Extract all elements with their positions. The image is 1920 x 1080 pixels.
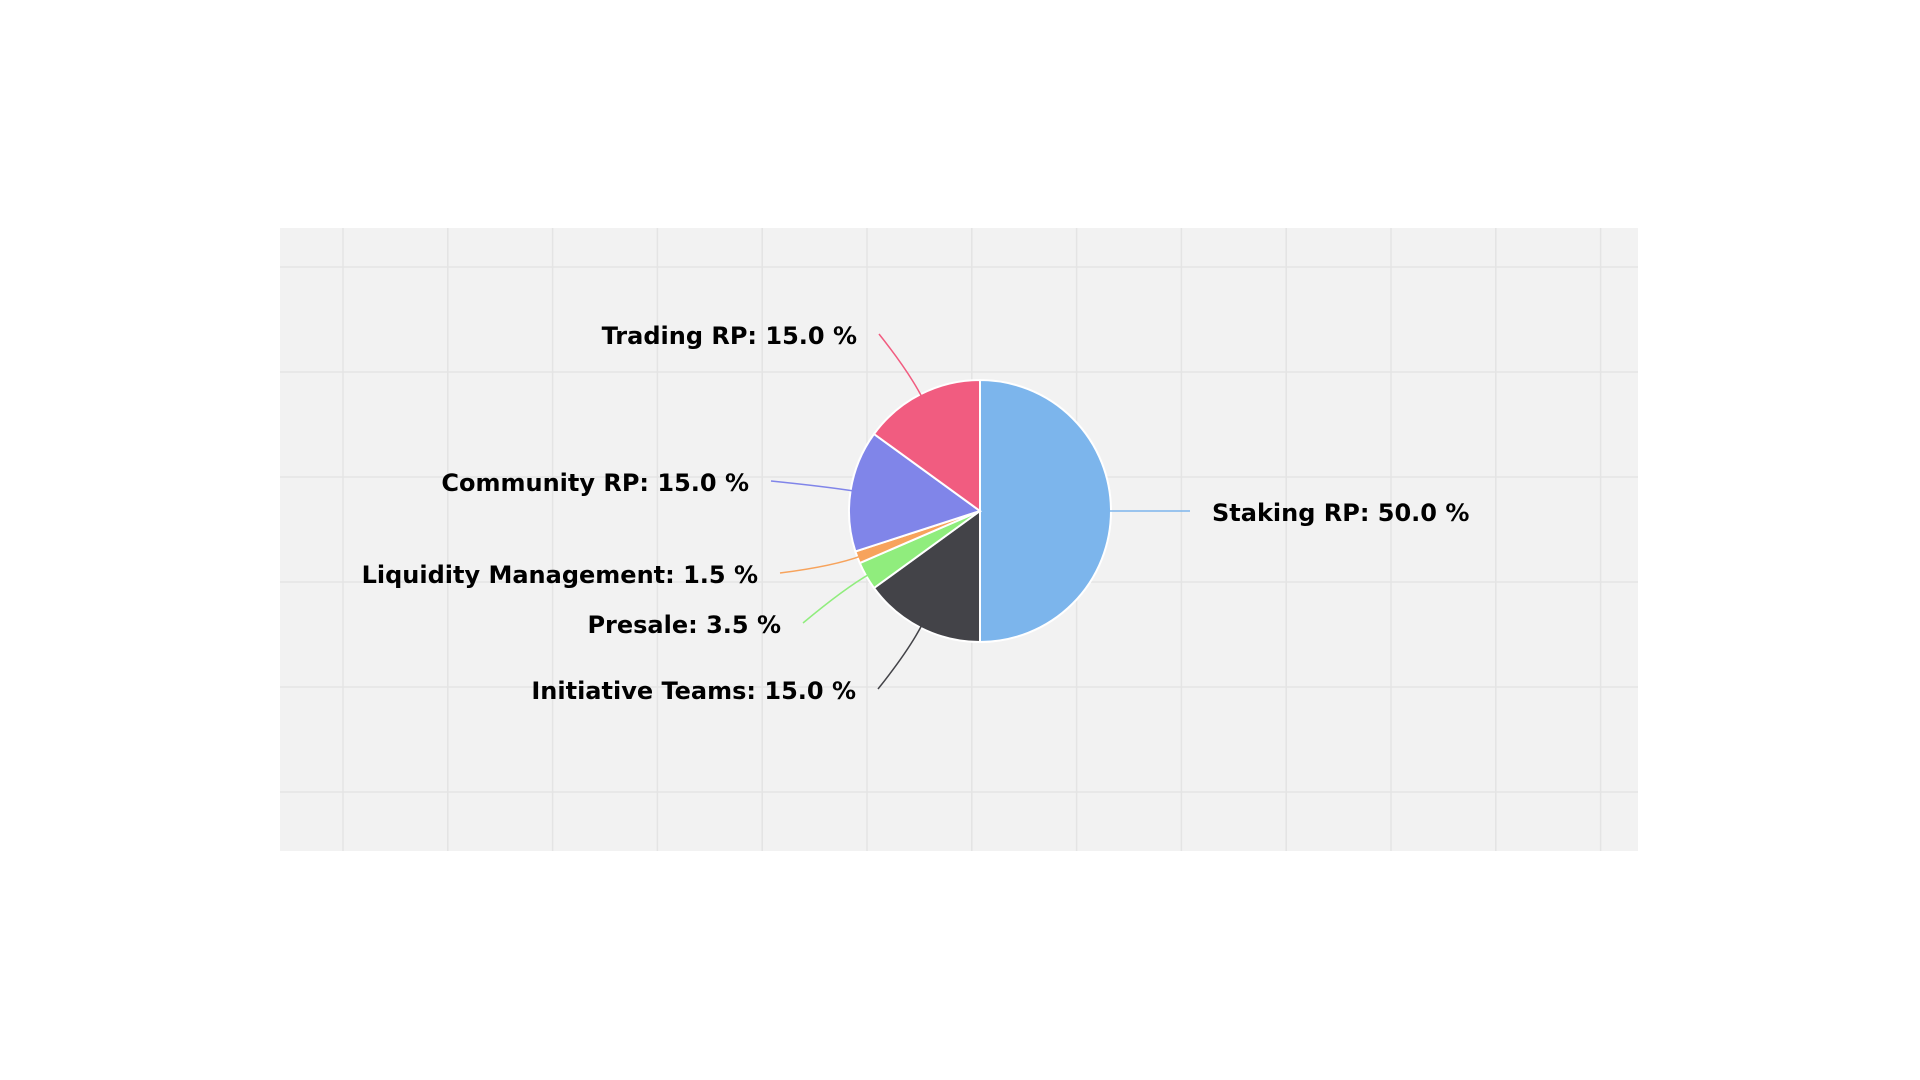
data-label: Liquidity Management: 1.5 % bbox=[362, 561, 758, 589]
data-label: Presale: 3.5 % bbox=[587, 611, 781, 639]
pie: Staking RP: 50.0 % Initiative Teams: 15.0… bbox=[362, 322, 1470, 705]
data-label: Initiative Teams: 15.0 % bbox=[531, 677, 856, 705]
connector bbox=[779, 554, 863, 574]
connector bbox=[770, 480, 856, 493]
connector bbox=[802, 572, 871, 624]
connector bbox=[877, 622, 924, 690]
connector bbox=[878, 333, 924, 400]
background-grid bbox=[280, 228, 1638, 851]
data-label: Community RP: 15.0 % bbox=[441, 469, 749, 497]
data-label: Trading RP: 15.0 % bbox=[602, 322, 857, 350]
data-label: Staking RP: 50.0 % bbox=[1212, 499, 1469, 527]
